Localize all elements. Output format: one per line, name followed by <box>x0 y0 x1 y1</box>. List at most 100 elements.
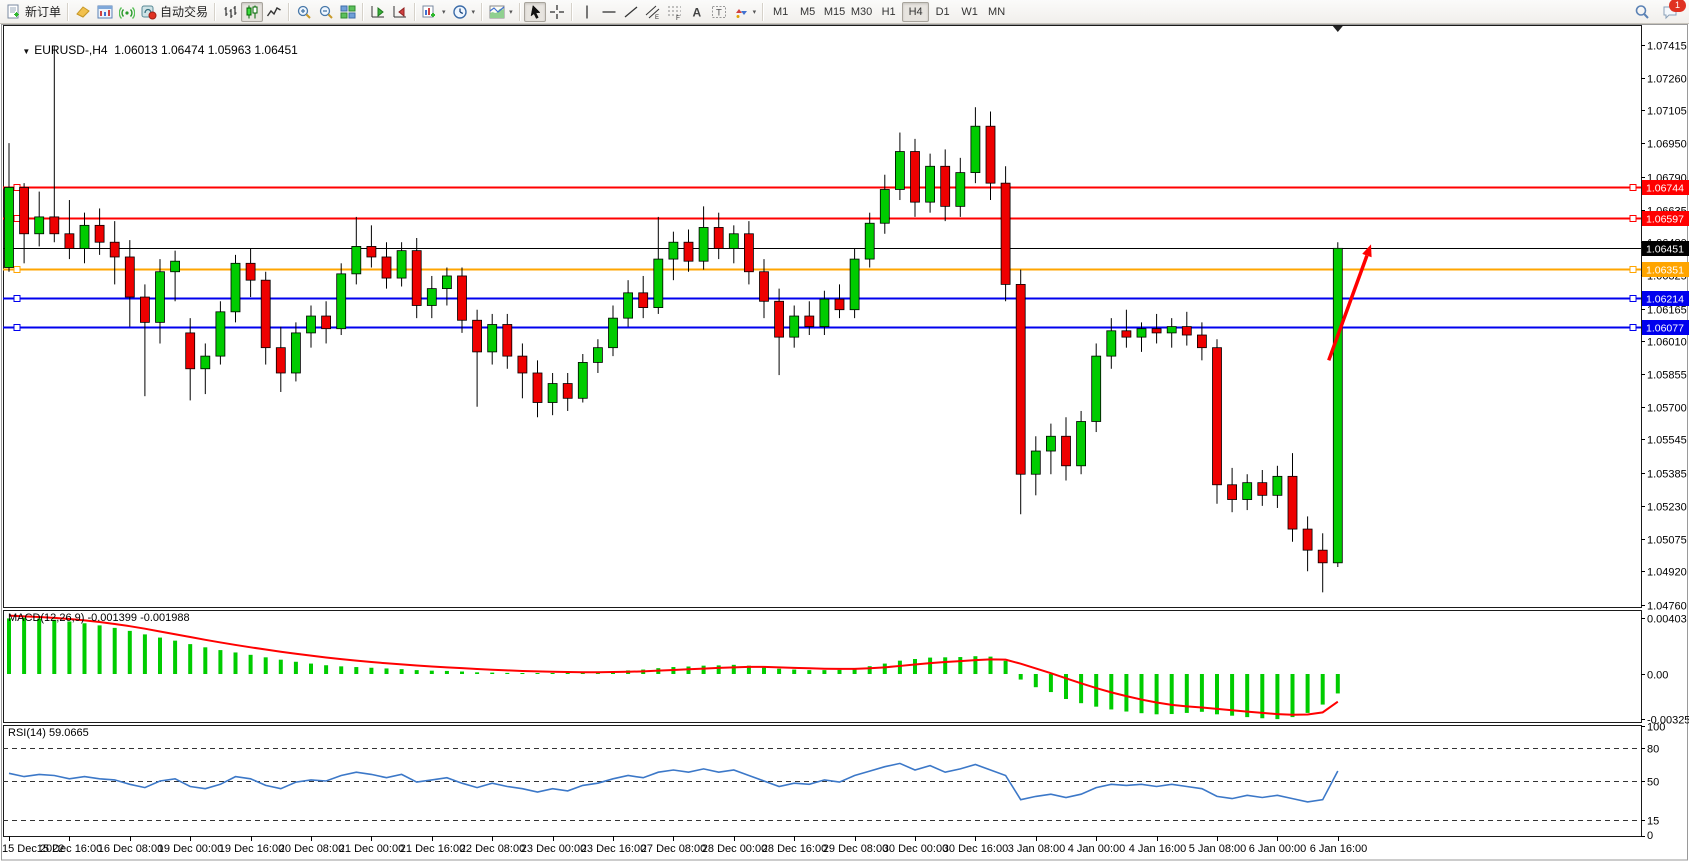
chart-shift-button[interactable] <box>389 2 411 22</box>
market-watch-button[interactable] <box>94 2 116 22</box>
vertical-line-button[interactable] <box>576 2 598 22</box>
time-axis[interactable] <box>9 836 1339 841</box>
vline-icon <box>579 4 595 20</box>
time-tick-label: 5 Jan 08:00 <box>1189 843 1247 855</box>
price-tick-label: 1.04920 <box>1647 567 1687 579</box>
horizontal-line-object[interactable] <box>3 211 1689 226</box>
price-tick-label: 1.06010 <box>1647 337 1687 349</box>
autotrading-icon <box>141 4 157 20</box>
timeframe-w1-button[interactable]: W1 <box>956 2 983 22</box>
notifications-button[interactable]: 1 <box>1659 0 1686 22</box>
new-order-button[interactable]: 新订单 <box>3 2 64 22</box>
text-button[interactable]: A <box>686 2 708 22</box>
timeframe-m1-button[interactable]: M1 <box>767 2 794 22</box>
chart-bars-button[interactable] <box>219 2 241 22</box>
toolbar-separator <box>414 2 417 21</box>
horizontal-line-button[interactable] <box>598 2 620 22</box>
timeframe-m15-button[interactable]: M15 <box>821 2 848 22</box>
crosshair-button[interactable] <box>546 2 568 22</box>
signals-button[interactable] <box>116 2 138 22</box>
hline-price-badge: 1.06214 <box>1646 294 1684 306</box>
price-tick-label: 1.04760 <box>1647 601 1687 613</box>
time-tick-label: 30 Dec 00:00 <box>883 843 948 855</box>
chart-menu-arrow-icon[interactable]: ▼ <box>22 47 31 56</box>
zoom-out-button[interactable] <box>315 2 337 22</box>
time-tick-label: 28 Dec 00:00 <box>702 843 767 855</box>
templates-button[interactable]: ▾ <box>486 2 516 22</box>
timeframe-d1-button[interactable]: D1 <box>929 2 956 22</box>
chevron-down-icon[interactable]: ▾ <box>509 8 513 16</box>
chart-line-button[interactable] <box>263 2 285 22</box>
trendline-button[interactable] <box>620 2 642 22</box>
template-icon <box>489 4 505 20</box>
tile-icon <box>340 4 356 20</box>
chart-candles-button[interactable] <box>241 1 264 22</box>
candlestick-series <box>4 46 1343 593</box>
trend-arrow-annotation[interactable] <box>1327 244 1372 361</box>
time-tick-label: 3 Jan 08:00 <box>1008 843 1066 855</box>
search-button[interactable] <box>1631 2 1653 22</box>
price-tick-label: 1.05855 <box>1647 370 1687 382</box>
horizontal-line-object[interactable] <box>3 320 1689 335</box>
time-tick-label: 6 Jan 00:00 <box>1249 843 1307 855</box>
time-tick-label: 28 Dec 16:00 <box>762 843 827 855</box>
metaeditor-button[interactable] <box>72 2 94 22</box>
main-toolbar: 新订单 自动交易 ▾ ▾ ▾ E F A T ▾ M1 M5 M15 M30 H1 H4 D1 W1 MN 1 <box>0 0 1689 24</box>
auto-scroll-button[interactable] <box>367 2 389 22</box>
periods-button[interactable]: ▾ <box>449 2 479 22</box>
arrows-button[interactable]: ▾ <box>730 2 760 22</box>
hline-price-badge: 1.06597 <box>1646 214 1684 226</box>
chart-shift-marker[interactable] <box>1332 26 1343 32</box>
time-tick-label: 19 Dec 16:00 <box>219 843 284 855</box>
equidistant-channel-button[interactable]: E <box>642 2 664 22</box>
zoom-in-icon <box>296 4 312 20</box>
horizontal-line-object[interactable] <box>3 291 1689 306</box>
svg-text:F: F <box>676 15 680 20</box>
chevron-down-icon[interactable]: ▾ <box>442 8 446 16</box>
timeframe-h4-button[interactable]: H4 <box>902 1 930 22</box>
cursor-button[interactable] <box>523 1 546 22</box>
time-tick-label: 29 Dec 08:00 <box>823 843 888 855</box>
timeframe-m30-button[interactable]: M30 <box>848 2 875 22</box>
text-label-button[interactable]: T <box>708 2 730 22</box>
tile-windows-button[interactable] <box>337 2 359 22</box>
toolbar-separator <box>518 2 521 21</box>
search-icon <box>1634 4 1650 20</box>
chart-symbol-period: EURUSD-,H4 <box>34 43 108 57</box>
new-chart-button[interactable]: ▾ <box>419 2 449 22</box>
clock-icon <box>452 4 468 20</box>
time-tick-label: 30 Dec 16:00 <box>943 843 1008 855</box>
time-tick-label: 4 Jan 16:00 <box>1129 843 1187 855</box>
price-tick-label: 1.06950 <box>1647 139 1687 151</box>
macd-indicator-label: MACD(12,26,9) -0.001399 -0.001988 <box>8 612 190 624</box>
zoom-in-button[interactable] <box>293 2 315 22</box>
price-tick-label: 1.05385 <box>1647 469 1687 481</box>
price-tick-label: 1.07105 <box>1647 106 1687 118</box>
timeframe-m5-button[interactable]: M5 <box>794 2 821 22</box>
toolbar-separator <box>570 2 573 21</box>
horizontal-line-object[interactable] <box>3 262 1689 277</box>
price-tick-label: 1.05075 <box>1647 535 1687 547</box>
hline-price-badge: 1.06351 <box>1646 265 1684 277</box>
horizontal-line-object[interactable] <box>3 180 1689 195</box>
hline-price-badge: 1.06077 <box>1646 323 1684 335</box>
signals-icon <box>119 4 136 20</box>
shift-icon <box>392 4 408 20</box>
candles-icon <box>244 4 260 20</box>
time-tick-label: 21 Dec 00:00 <box>339 843 404 855</box>
svg-text:T: T <box>716 7 722 18</box>
autotrading-button[interactable]: 自动交易 <box>138 2 211 22</box>
time-tick-label: 19 Dec 00:00 <box>158 843 223 855</box>
chevron-down-icon[interactable]: ▾ <box>471 8 476 16</box>
timeframe-h1-button[interactable]: H1 <box>875 2 902 22</box>
line-icon <box>266 4 282 20</box>
fibonacci-button[interactable]: F <box>664 2 686 22</box>
chevron-down-icon[interactable]: ▾ <box>752 8 757 16</box>
channel-icon: E <box>645 4 661 20</box>
trendline-icon <box>623 4 639 20</box>
new-chart-icon <box>422 4 438 20</box>
time-tick-label: 22 Dec 08:00 <box>460 843 525 855</box>
text-a-icon: A <box>689 4 705 20</box>
timeframe-mn-button[interactable]: MN <box>983 2 1010 22</box>
